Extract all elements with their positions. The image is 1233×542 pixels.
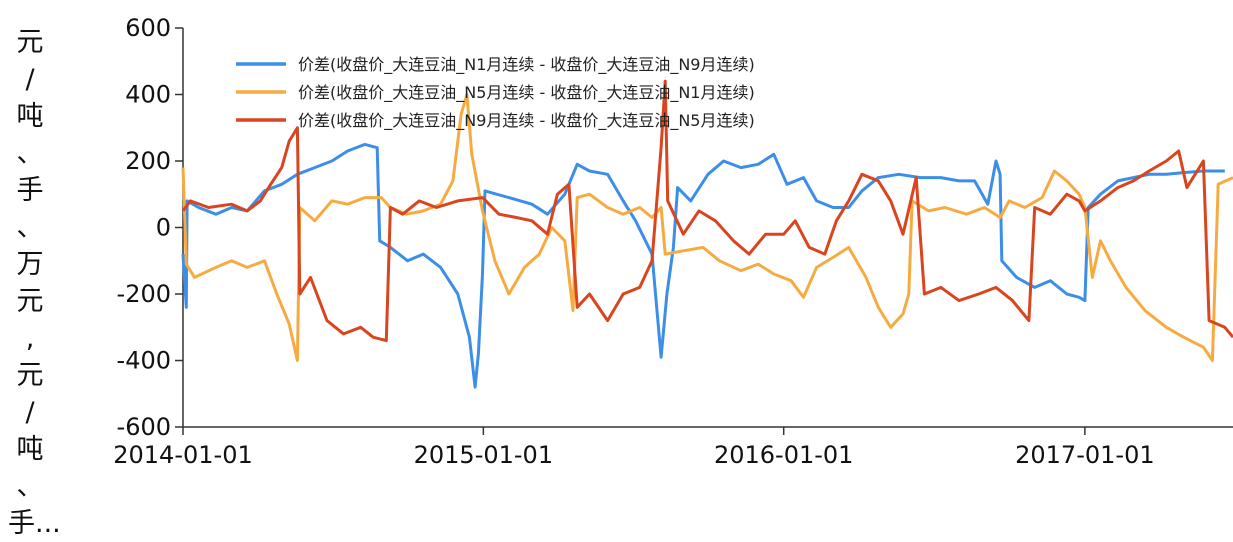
series-line-3 <box>181 79 1233 343</box>
y-axis-label-char: 手 <box>16 175 44 206</box>
y-axis-label-char: 手... <box>8 508 61 539</box>
y-tick-label: 0 <box>156 214 171 242</box>
x-tick-label: 2017-01-01 <box>1015 441 1154 469</box>
x-tick-label: 2014-01-01 <box>113 441 252 469</box>
y-tick-label: -200 <box>117 280 171 308</box>
x-tick-label: 2016-01-01 <box>714 441 853 469</box>
y-tick-label: -600 <box>117 413 171 441</box>
y-axis-label-char: 元 <box>16 27 44 58</box>
series-layer <box>181 79 1233 389</box>
legend-label-1: 价差(收盘价_大连豆油_N1月连续 - 收盘价_大连豆油_N9月连续) <box>298 55 755 75</box>
legend-label-3: 价差(收盘价_大连豆油_N9月连续 - 收盘价_大连豆油_N5月连续) <box>298 111 755 131</box>
y-axis-label-char: 吨 <box>16 434 44 465</box>
y-axis-label-char: / <box>25 397 35 428</box>
y-axis-label-char: / <box>25 64 35 95</box>
y-axis-label-char: 吨 <box>16 101 44 132</box>
y-axis-label-char: 、 <box>16 138 44 169</box>
y-tick-label: 200 <box>125 147 171 175</box>
series-line-2 <box>181 93 1233 362</box>
y-axis-label-char: 元 <box>16 360 44 391</box>
y-axis-label-char: , <box>25 323 35 354</box>
legend-label-2: 价差(收盘价_大连豆油_N5月连续 - 收盘价_大连豆油_N1月连续) <box>298 83 755 103</box>
y-axis-label-char: 万 <box>16 249 44 280</box>
y-tick-label: 400 <box>125 81 171 109</box>
y-tick-label: -400 <box>117 347 171 375</box>
y-axis-label-char: 、 <box>16 212 44 243</box>
series-line-1 <box>181 142 1225 389</box>
legend: 价差(收盘价_大连豆油_N1月连续 - 收盘价_大连豆油_N9月连续) 价差(收盘… <box>236 55 755 131</box>
y-axis-label-char: 元 <box>16 286 44 317</box>
y-tick-label: 600 <box>125 14 171 42</box>
x-tick-label: 2015-01-01 <box>414 441 553 469</box>
